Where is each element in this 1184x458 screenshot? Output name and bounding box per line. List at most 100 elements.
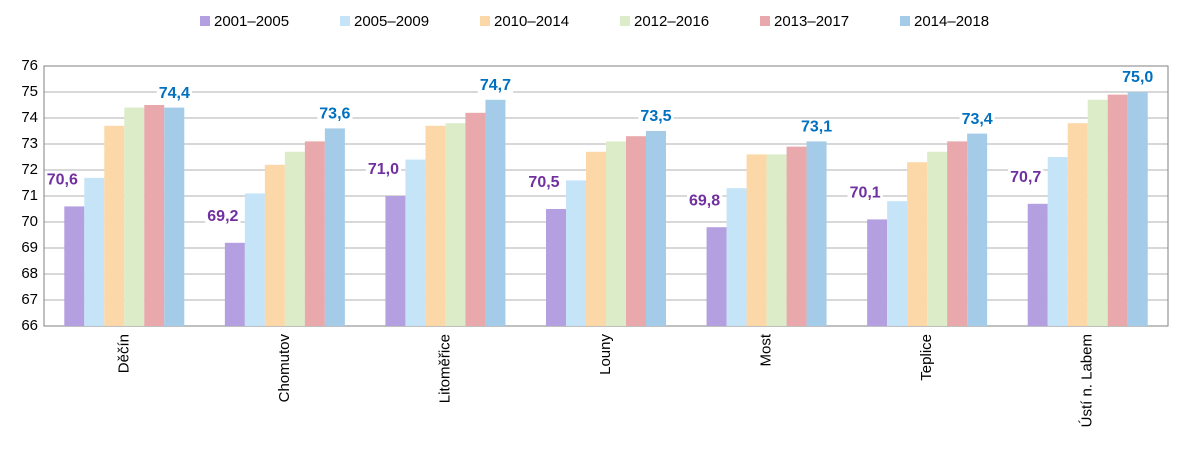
bar xyxy=(465,112,486,326)
y-tick-label: 72 xyxy=(21,161,38,178)
data-label-bg xyxy=(687,192,723,210)
data-label-bg xyxy=(1120,69,1156,87)
y-tick-label: 69 xyxy=(21,239,38,256)
y-tick-label: 70 xyxy=(21,213,38,230)
data-label-bg xyxy=(847,184,883,202)
bar xyxy=(646,131,666,326)
bar xyxy=(425,125,446,326)
y-tick-label: 66 xyxy=(21,317,38,334)
data-label: 73,5 xyxy=(640,108,671,125)
data-label: 74,4 xyxy=(159,85,190,102)
x-tick-label: Litoměřice xyxy=(436,334,453,403)
data-label-bg xyxy=(365,161,402,179)
bar xyxy=(1087,99,1108,326)
bar xyxy=(586,151,606,326)
bar xyxy=(144,105,165,326)
bar xyxy=(786,146,807,326)
bar xyxy=(124,107,145,326)
data-label: 70,6 xyxy=(47,172,78,189)
bar xyxy=(1027,203,1048,326)
bar xyxy=(947,141,968,326)
data-label: 70,1 xyxy=(850,185,881,202)
data-label-bg xyxy=(1008,169,1044,187)
legend-label: 2014–2018 xyxy=(914,13,989,30)
legend-swatch xyxy=(620,16,630,26)
legend-swatch xyxy=(900,16,910,26)
bar xyxy=(164,107,185,326)
x-tick-label: Louny xyxy=(597,334,614,375)
bar xyxy=(746,154,767,326)
bar xyxy=(606,141,626,326)
bar xyxy=(224,242,245,326)
legend-swatch xyxy=(760,16,770,26)
data-label-bg xyxy=(638,108,674,126)
bar xyxy=(104,125,125,326)
data-label-bg xyxy=(317,105,353,123)
y-tick-label: 75 xyxy=(21,83,38,100)
x-tick-label: Chomutov xyxy=(276,334,293,403)
bar xyxy=(867,219,888,326)
data-label: 69,2 xyxy=(207,208,238,225)
bar xyxy=(1047,157,1068,326)
bar xyxy=(485,99,506,326)
bar xyxy=(887,201,908,326)
bar xyxy=(244,193,265,326)
bar xyxy=(907,162,928,326)
bar xyxy=(626,136,646,326)
x-tick-label: Děčín xyxy=(115,334,132,373)
data-label-bg xyxy=(205,208,241,226)
data-label: 73,1 xyxy=(801,119,832,136)
data-label: 73,6 xyxy=(319,106,350,123)
y-tick-label: 76 xyxy=(21,57,38,74)
legend-swatch xyxy=(480,16,490,26)
legend-label: 2005–2009 xyxy=(354,13,429,30)
data-label: 70,5 xyxy=(528,174,559,191)
bar xyxy=(1107,94,1128,326)
legend-label: 2001–2005 xyxy=(214,13,289,30)
bar xyxy=(566,180,586,326)
bar xyxy=(304,141,325,326)
legend-label: 2012–2016 xyxy=(634,13,709,30)
bar xyxy=(385,196,406,326)
data-label: 73,4 xyxy=(962,111,993,128)
data-label: 75,0 xyxy=(1122,69,1153,86)
bar xyxy=(84,177,105,326)
data-label-bg xyxy=(156,84,192,102)
legend-swatch xyxy=(340,16,350,26)
data-label: 71,0 xyxy=(368,161,399,178)
bar xyxy=(806,141,827,326)
y-tick-label: 67 xyxy=(21,291,38,308)
bar xyxy=(284,151,305,326)
data-label: 70,7 xyxy=(1010,169,1041,186)
data-label-bg xyxy=(44,171,80,189)
bar xyxy=(1127,92,1148,326)
y-tick-label: 71 xyxy=(21,187,38,204)
bar xyxy=(445,123,466,326)
y-tick-label: 73 xyxy=(21,135,38,152)
bar xyxy=(706,227,727,326)
bar xyxy=(405,159,426,326)
data-label-bg xyxy=(526,174,562,192)
data-label: 69,8 xyxy=(689,192,720,209)
y-tick-label: 68 xyxy=(21,265,38,282)
bar xyxy=(726,188,747,326)
x-tick-label: Ústí n. Labem xyxy=(1079,334,1096,427)
x-tick-label: Teplice xyxy=(918,334,935,381)
legend-swatch xyxy=(200,16,210,26)
bar xyxy=(324,128,345,326)
x-tick-label: Most xyxy=(758,333,775,366)
bar xyxy=(927,151,948,326)
data-label: 74,7 xyxy=(480,77,511,94)
legend-label: 2010–2014 xyxy=(494,13,569,30)
bar xyxy=(1067,123,1088,326)
data-label-bg xyxy=(477,77,514,95)
bar xyxy=(546,209,566,326)
data-label-bg xyxy=(799,118,835,136)
legend-label: 2013–2017 xyxy=(774,13,849,30)
data-label-bg xyxy=(959,110,995,128)
bar xyxy=(766,154,787,326)
bar xyxy=(967,133,988,326)
bar xyxy=(64,206,85,326)
y-tick-label: 74 xyxy=(21,109,38,126)
